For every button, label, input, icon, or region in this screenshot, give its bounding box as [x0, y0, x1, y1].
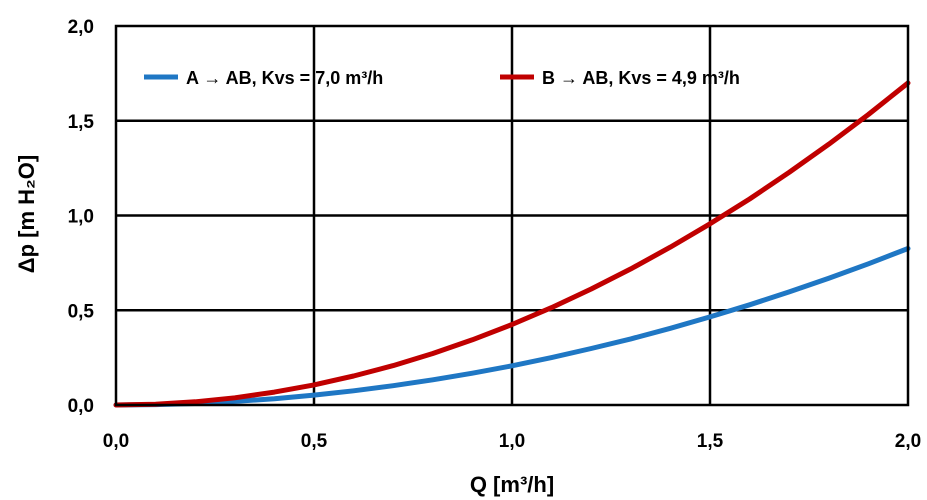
y-tick-label: 1,0	[68, 207, 94, 228]
series-lines	[113, 80, 911, 408]
legend-label-series-a: A → AB, Kvs = 7,0 m³/h	[186, 68, 383, 88]
x-tick-label: 1,5	[697, 431, 724, 452]
plot-area	[114, 24, 910, 407]
series-line-a	[113, 246, 911, 408]
series-line-b	[113, 80, 911, 408]
y-tick-label: 0,0	[68, 396, 94, 417]
y-axis-title: Δp [m H₂O]	[14, 155, 39, 273]
legend-label-series-b: B → AB, Kvs = 4,9 m³/h	[542, 68, 740, 88]
y-axis-ticks: 0,0 0,5 1,0 1,5 2,0	[68, 17, 95, 417]
y-tick-label: 0,5	[68, 301, 95, 322]
grid	[116, 26, 908, 405]
y-tick-label: 2,0	[68, 17, 94, 38]
x-axis-title: Q [m³/h]	[470, 472, 554, 497]
legend: A → AB, Kvs = 7,0 m³/h B → AB, Kvs = 4,9…	[144, 68, 740, 88]
x-tick-label: 0,5	[301, 431, 328, 452]
x-tick-label: 1,0	[499, 431, 525, 452]
x-tick-label: 2,0	[895, 431, 921, 452]
y-tick-label: 1,5	[68, 112, 95, 133]
x-axis-ticks: 0,0 0,5 1,0 1,5 2,0	[103, 431, 921, 452]
x-tick-label: 0,0	[103, 431, 129, 452]
